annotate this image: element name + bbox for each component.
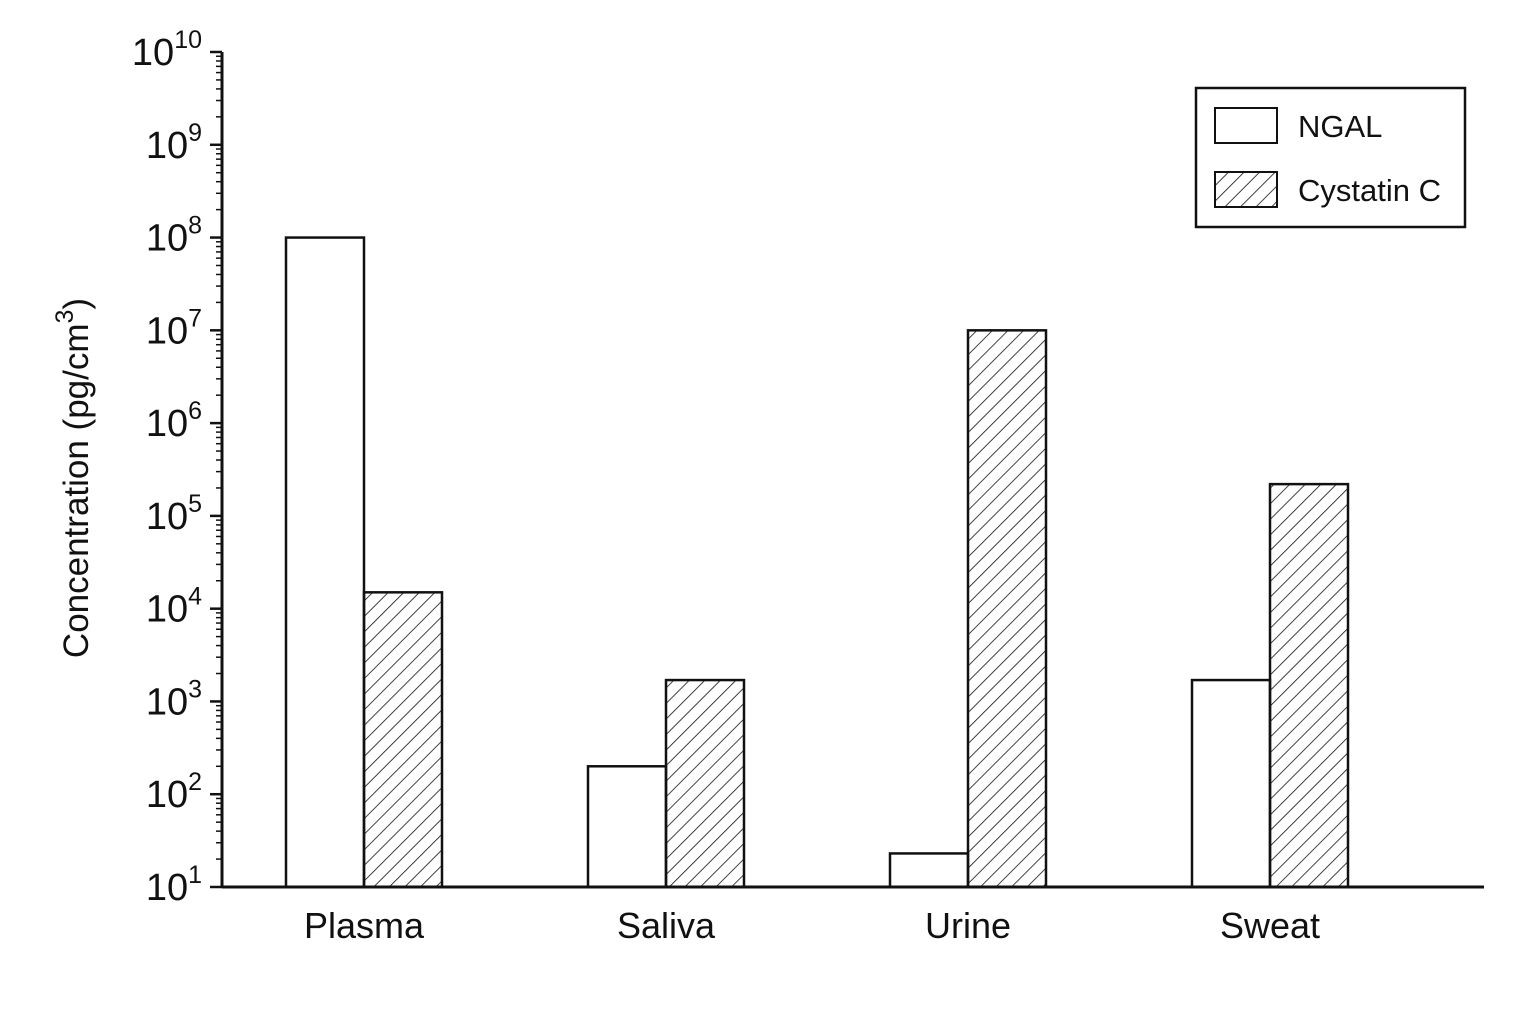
y-tick-label-base: 10 bbox=[146, 774, 188, 816]
x-category-label-saliva: Saliva bbox=[617, 905, 716, 946]
y-tick-label-exponent: 10 bbox=[174, 26, 202, 54]
y-axis-title-superscript: 3 bbox=[51, 310, 79, 324]
y-tick-label-base: 10 bbox=[146, 496, 188, 538]
legend-label-cystatin-c: Cystatin C bbox=[1298, 173, 1441, 208]
y-tick-label: 108 bbox=[146, 212, 202, 260]
bars-layer bbox=[284, 236, 1350, 889]
y-tick-label-exponent: 3 bbox=[188, 675, 202, 703]
legend-swatch-cystatin-c bbox=[1214, 171, 1278, 208]
bar-ngal-urine bbox=[888, 852, 970, 889]
bar-ngal-sweat bbox=[1190, 678, 1272, 889]
y-tick-label: 105 bbox=[146, 490, 202, 538]
x-category-label-plasma: Plasma bbox=[304, 905, 425, 946]
y-tick-label-base: 10 bbox=[146, 403, 188, 445]
y-tick-label-exponent: 7 bbox=[188, 304, 202, 332]
y-tick-label-exponent: 6 bbox=[188, 397, 202, 425]
x-category-label-sweat: Sweat bbox=[1220, 905, 1320, 946]
bar-cystatin-c-plasma bbox=[362, 591, 444, 889]
legend-swatch-ngal bbox=[1214, 107, 1278, 144]
y-tick-label-exponent: 8 bbox=[188, 212, 202, 240]
bar-ngal-plasma bbox=[284, 236, 366, 889]
y-tick-label-base: 10 bbox=[146, 867, 188, 909]
y-tick-label: 104 bbox=[146, 583, 202, 631]
y-tick-label-base: 10 bbox=[146, 589, 188, 631]
y-tick-label-exponent: 9 bbox=[188, 119, 202, 147]
y-tick-label: 101 bbox=[146, 861, 202, 909]
y-tick-label: 109 bbox=[146, 119, 202, 167]
bar-ngal-saliva bbox=[586, 765, 668, 889]
y-tick-label-exponent: 5 bbox=[188, 490, 202, 518]
bar-cystatin-c-urine bbox=[966, 329, 1048, 889]
y-tick-label: 102 bbox=[146, 768, 202, 816]
y-tick-label-exponent: 2 bbox=[188, 768, 202, 796]
x-category-label-urine: Urine bbox=[925, 905, 1011, 946]
y-axis-title-text: Concentration (pg/cm bbox=[57, 323, 96, 658]
legend: NGAL Cystatin C bbox=[1194, 86, 1467, 229]
y-tick-label-base: 10 bbox=[146, 125, 188, 167]
y-tick-label: 103 bbox=[146, 675, 202, 723]
y-tick-label-exponent: 4 bbox=[188, 583, 202, 611]
y-tick-label: 1010 bbox=[132, 26, 202, 74]
y-tick-label: 107 bbox=[146, 304, 202, 352]
bar-cystatin-c-saliva bbox=[664, 678, 746, 889]
legend-label-ngal: NGAL bbox=[1298, 109, 1382, 144]
y-axis-title: Concentration (pg/cm3) bbox=[51, 298, 96, 658]
y-tick-label-base: 10 bbox=[132, 32, 174, 74]
y-tick-label-exponent: 1 bbox=[188, 861, 202, 889]
bar-cystatin-c-sweat bbox=[1268, 482, 1350, 889]
y-tick-label-base: 10 bbox=[146, 218, 188, 260]
x-axis-labels: Plasma Saliva Urine Sweat bbox=[304, 905, 1320, 946]
y-tick-label: 106 bbox=[146, 397, 202, 445]
y-tick-label-base: 10 bbox=[146, 310, 188, 352]
y-axis-title-close: ) bbox=[57, 298, 96, 310]
y-tick-label-base: 10 bbox=[146, 681, 188, 723]
